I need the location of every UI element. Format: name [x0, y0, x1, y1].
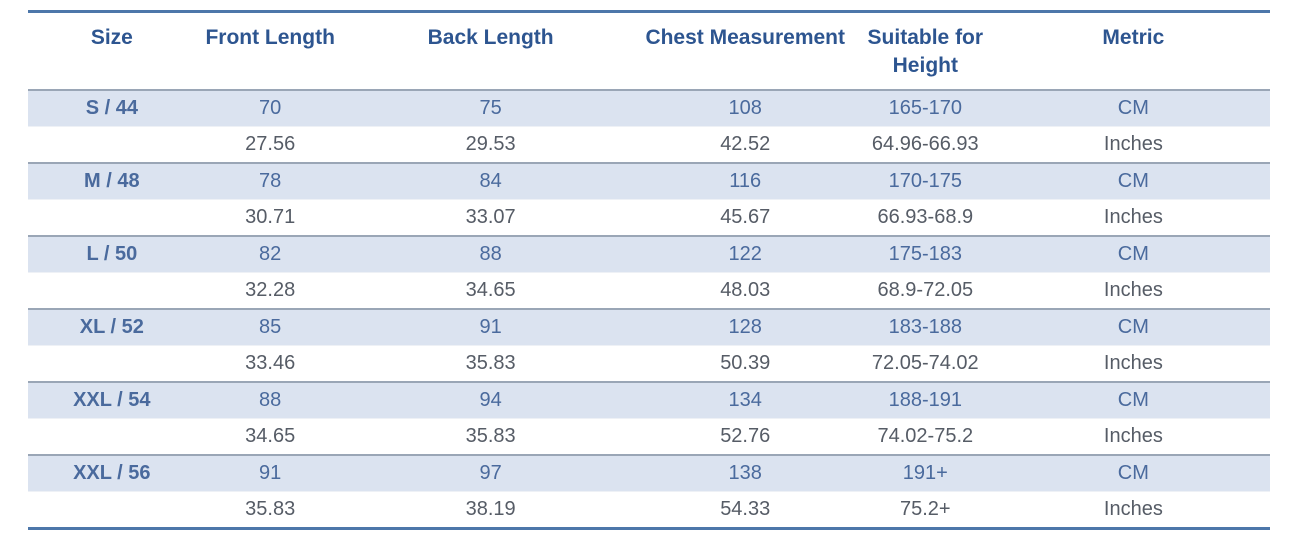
back-length-cell: 97	[344, 453, 637, 492]
size-cell	[28, 126, 196, 163]
back-length-cell: 34.65	[344, 272, 637, 309]
table-row-xl52-cm: XL / 52 85 91 128 183-188 CM	[28, 307, 1270, 346]
table-row-m48-cm: M / 48 78 84 116 170-175 CM	[28, 161, 1270, 200]
front-length-cell: 32.28	[195, 272, 345, 309]
height-cell: 64.96-66.93	[853, 126, 997, 163]
metric-cell: Inches	[996, 126, 1270, 163]
height-cell: 66.93-68.9	[853, 199, 997, 236]
metric-cell: CM	[996, 88, 1270, 127]
size-cell: XL / 52	[28, 307, 196, 346]
height-cell: 68.9-72.05	[853, 272, 997, 309]
height-cell: 74.02-75.2	[853, 418, 997, 455]
size-cell	[28, 491, 196, 529]
size-cell	[28, 272, 196, 309]
chest-cell: 128	[636, 307, 854, 346]
chest-cell: 48.03	[636, 272, 854, 309]
size-cell	[28, 345, 196, 382]
metric-cell: CM	[996, 380, 1270, 419]
metric-cell: CM	[996, 307, 1270, 346]
height-cell: 75.2+	[853, 491, 997, 529]
chest-cell: 54.33	[636, 491, 854, 529]
height-cell: 170-175	[853, 161, 997, 200]
back-length-cell: 94	[344, 380, 637, 419]
front-length-cell: 33.46	[195, 345, 345, 382]
header-row: Size Front Length Back Length Chest Meas…	[28, 11, 1270, 90]
front-length-cell: 30.71	[195, 199, 345, 236]
back-length-cell: 38.19	[344, 491, 637, 529]
front-length-cell: 78	[195, 161, 345, 200]
back-length-cell: 33.07	[344, 199, 637, 236]
metric-cell: Inches	[996, 491, 1270, 529]
back-length-cell: 84	[344, 161, 637, 200]
back-length-cell: 35.83	[344, 345, 637, 382]
chest-cell: 42.52	[636, 126, 854, 163]
table-row-xxl56-cm: XXL / 56 91 97 138 191+ CM	[28, 453, 1270, 492]
size-cell	[28, 199, 196, 236]
size-cell: S / 44	[28, 88, 196, 127]
table-row-xxl56-inches: 35.83 38.19 54.33 75.2+ Inches	[28, 491, 1270, 529]
metric-cell: Inches	[996, 418, 1270, 455]
table-row-s44-inches: 27.56 29.53 42.52 64.96-66.93 Inches	[28, 126, 1270, 163]
metric-cell: CM	[996, 453, 1270, 492]
table-row-m48-inches: 30.71 33.07 45.67 66.93-68.9 Inches	[28, 199, 1270, 236]
size-table: Size Front Length Back Length Chest Meas…	[28, 10, 1270, 530]
back-length-cell: 29.53	[344, 126, 637, 163]
back-length-cell: 35.83	[344, 418, 637, 455]
height-cell: 72.05-74.02	[853, 345, 997, 382]
chest-cell: 50.39	[636, 345, 854, 382]
height-cell: 165-170	[853, 88, 997, 127]
front-length-cell: 91	[195, 453, 345, 492]
table-row-l50-cm: L / 50 82 88 122 175-183 CM	[28, 234, 1270, 273]
size-cell: XXL / 56	[28, 453, 196, 492]
front-length-cell: 82	[195, 234, 345, 273]
front-length-cell: 85	[195, 307, 345, 346]
back-length-cell: 75	[344, 88, 637, 127]
front-length-cell: 35.83	[195, 491, 345, 529]
header-chest-measurement: Chest Measurement	[636, 11, 854, 90]
front-length-cell: 70	[195, 88, 345, 127]
height-cell: 183-188	[853, 307, 997, 346]
header-metric: Metric	[996, 11, 1270, 90]
table-row-xxl54-cm: XXL / 54 88 94 134 188-191 CM	[28, 380, 1270, 419]
chest-cell: 134	[636, 380, 854, 419]
size-cell: L / 50	[28, 234, 196, 273]
table-row-l50-inches: 32.28 34.65 48.03 68.9-72.05 Inches	[28, 272, 1270, 309]
table-row-xxl54-inches: 34.65 35.83 52.76 74.02-75.2 Inches	[28, 418, 1270, 455]
metric-cell: Inches	[996, 199, 1270, 236]
header-size: Size	[28, 11, 196, 90]
height-cell: 175-183	[853, 234, 997, 273]
table-row-xl52-inches: 33.46 35.83 50.39 72.05-74.02 Inches	[28, 345, 1270, 382]
chest-cell: 52.76	[636, 418, 854, 455]
header-front-length: Front Length	[195, 11, 345, 90]
front-length-cell: 34.65	[195, 418, 345, 455]
size-cell: M / 48	[28, 161, 196, 200]
chest-cell: 108	[636, 88, 854, 127]
back-length-cell: 88	[344, 234, 637, 273]
size-cell: XXL / 54	[28, 380, 196, 419]
header-back-length: Back Length	[344, 11, 637, 90]
front-length-cell: 27.56	[195, 126, 345, 163]
metric-cell: CM	[996, 234, 1270, 273]
metric-cell: CM	[996, 161, 1270, 200]
back-length-cell: 91	[344, 307, 637, 346]
front-length-cell: 88	[195, 380, 345, 419]
metric-cell: Inches	[996, 345, 1270, 382]
table-row-s44-cm: S / 44 70 75 108 165-170 CM	[28, 88, 1270, 127]
height-cell: 191+	[853, 453, 997, 492]
chest-cell: 116	[636, 161, 854, 200]
header-suitable-height: Suitable for Height	[853, 11, 997, 90]
height-cell: 188-191	[853, 380, 997, 419]
metric-cell: Inches	[996, 272, 1270, 309]
chest-cell: 45.67	[636, 199, 854, 236]
size-cell	[28, 418, 196, 455]
chest-cell: 122	[636, 234, 854, 273]
chest-cell: 138	[636, 453, 854, 492]
